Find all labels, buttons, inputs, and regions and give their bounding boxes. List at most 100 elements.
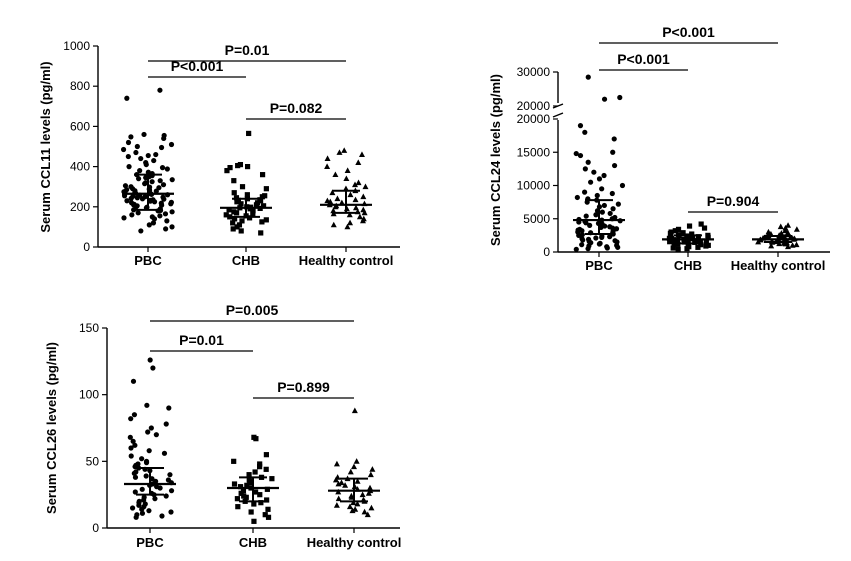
data-point	[126, 164, 132, 170]
data-point	[153, 188, 159, 194]
data-point	[335, 495, 342, 502]
x-tick-label: CHB	[239, 535, 267, 550]
data-point	[588, 179, 594, 185]
data-point	[617, 94, 623, 101]
data-point	[351, 407, 358, 414]
y-tick-label: 200	[70, 200, 90, 214]
data-point	[755, 238, 762, 245]
data-point	[144, 402, 150, 408]
data-point	[332, 203, 339, 210]
y-tick-label: 50	[86, 454, 100, 468]
data-point	[150, 365, 156, 371]
data-point	[226, 207, 232, 213]
y-tick-label: 600	[70, 119, 90, 133]
data-point	[579, 242, 585, 248]
data-point	[263, 452, 269, 458]
data-point	[333, 502, 340, 508]
data-point	[162, 211, 169, 217]
data-point	[258, 230, 264, 236]
data-point	[130, 438, 136, 444]
data-point	[344, 223, 351, 230]
data-point	[346, 211, 353, 218]
data-point	[701, 225, 708, 231]
data-point	[777, 223, 784, 230]
data-point	[689, 231, 695, 237]
data-point	[128, 134, 134, 140]
data-point	[601, 202, 607, 209]
data-point	[224, 168, 230, 174]
data-point	[705, 234, 711, 240]
data-point	[334, 195, 341, 202]
data-point	[159, 513, 165, 519]
data-point	[695, 234, 701, 240]
data-point	[582, 166, 588, 172]
data-point	[244, 164, 251, 170]
data-point	[142, 181, 148, 187]
data-point	[776, 240, 783, 247]
data-point	[231, 458, 237, 464]
data-point	[583, 213, 589, 219]
p-value-label: P<0.001	[171, 58, 224, 74]
y-tick-label: 150	[79, 321, 99, 335]
data-point	[698, 242, 704, 248]
data-point	[251, 518, 257, 524]
data-point	[587, 222, 593, 228]
data-point	[153, 151, 159, 158]
data-point	[347, 468, 354, 475]
data-point	[136, 502, 142, 508]
data-point	[573, 246, 579, 252]
data-point	[768, 242, 775, 249]
data-point	[227, 165, 233, 171]
x-tick-label: CHB	[232, 253, 260, 268]
data-point	[134, 143, 140, 150]
data-point	[695, 244, 701, 250]
data-point	[139, 456, 145, 462]
data-point	[125, 153, 131, 160]
data-point	[694, 238, 701, 244]
data-point	[599, 234, 605, 240]
data-point	[675, 246, 681, 252]
data-point	[129, 212, 135, 218]
data-point	[143, 473, 149, 479]
p-value-label: P<0.001	[617, 51, 670, 67]
data-point	[247, 480, 253, 486]
data-point	[681, 239, 687, 245]
data-point	[793, 226, 800, 232]
x-tick-label: PBC	[585, 258, 613, 273]
data-point	[667, 239, 673, 245]
data-point	[596, 176, 603, 182]
data-point	[133, 149, 139, 156]
data-point	[239, 218, 245, 224]
data-point	[615, 244, 621, 250]
data-point	[164, 218, 170, 224]
data-point	[599, 209, 605, 215]
data-point	[583, 220, 589, 226]
data-point	[356, 213, 363, 220]
data-point	[350, 463, 357, 470]
data-point	[703, 240, 709, 246]
data-point	[227, 214, 233, 220]
ccl26-panel: 0 50 100 150 Serum CCL26 levels (pg/ml) PBC CH…	[44, 302, 401, 550]
data-point	[253, 202, 260, 208]
data-point	[672, 228, 678, 234]
axis-break-mark	[552, 112, 564, 118]
data-point	[131, 207, 137, 213]
data-point	[785, 222, 792, 228]
data-point	[667, 230, 674, 236]
data-point	[355, 179, 362, 186]
data-point	[143, 460, 150, 466]
data-point	[585, 74, 591, 80]
data-point	[257, 492, 263, 498]
data-point	[257, 461, 263, 467]
data-point	[133, 514, 139, 520]
data-point	[139, 486, 145, 492]
data-point	[238, 201, 244, 207]
data-point	[675, 226, 682, 232]
data-point	[237, 484, 244, 490]
data-point	[336, 149, 343, 155]
data-point	[235, 504, 241, 510]
data-point	[263, 217, 269, 223]
data-point	[349, 507, 356, 514]
p-value-label: P=0.899	[277, 379, 330, 395]
